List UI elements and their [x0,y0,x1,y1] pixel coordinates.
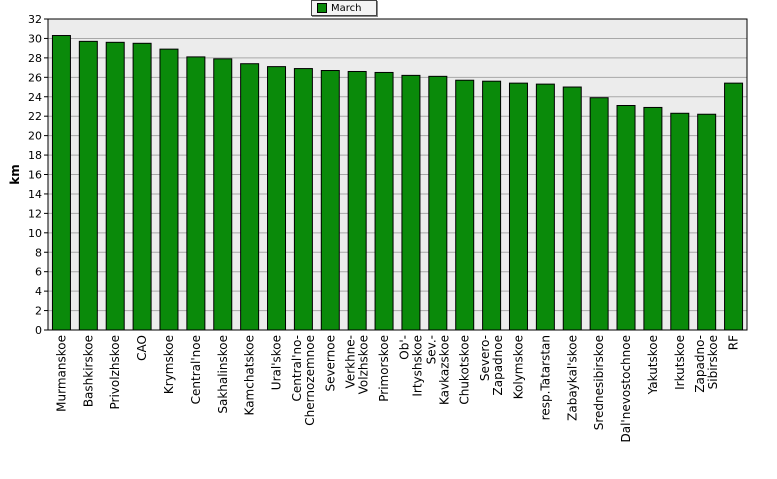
legend-swatch-march [317,3,327,13]
y-tick-label: 12 [28,207,42,220]
x-tick-label: Dal'nevostochnoe [619,335,633,443]
bar [697,113,717,331]
x-tick-label: Sev.-Kavkazskoe [424,335,451,405]
x-tick-label: Verkhne-Volzhskoe [344,335,371,394]
x-tick-label: Yakutskoe [646,335,660,395]
bar [482,80,502,331]
x-tick-label: Bashkirskoe [81,335,95,407]
x-tick-label: Ural'skoe [270,335,284,390]
x-tick-label: Krymskoe [162,335,176,394]
y-tick-label: 26 [28,71,42,84]
bar [374,71,394,331]
y-tick-label: 16 [28,169,42,182]
y-tick-label: 6 [35,266,42,279]
bar [132,42,152,331]
x-tick-label: CAO [135,335,149,361]
bar [455,79,475,331]
bar [105,41,125,331]
y-tick-label: 30 [28,32,42,45]
y-tick-label: 22 [28,110,42,123]
x-tick-label: resp.Tatarstan [538,335,552,420]
legend: March [311,0,377,16]
legend-label-march: March [331,2,362,14]
x-tick-label: Privolzhskoe [108,335,122,409]
bar [51,35,71,331]
x-tick-label: Kolymskoe [511,335,525,399]
bar [267,66,287,331]
bar [643,106,663,331]
y-tick-label: 2 [35,305,42,318]
y-tick-label: 4 [35,285,42,298]
bar [320,70,340,331]
x-tick-label: Chukotskoe [458,335,472,405]
y-tick-label: 32 [28,13,42,26]
y-tick-label: 8 [35,246,42,259]
bar [240,63,260,331]
x-tick-label: Zabaykal'skoe [565,335,579,421]
y-tick-label: 10 [28,227,42,240]
bar [78,40,98,331]
bar [347,70,367,331]
bar [428,75,448,331]
x-tick-label: Ob'-Irtyshskoe [397,335,424,397]
bar [724,82,744,331]
x-tick-label: Murmanskoe [54,335,68,412]
x-tick-label: Kamchatskoe [243,335,257,415]
bar [213,58,233,331]
bar [293,68,313,331]
x-tick-label: Sakhalinskoe [216,335,230,414]
y-tick-label: 24 [28,91,42,104]
bar [562,86,582,331]
bar [589,97,609,331]
x-tick-label: Severnoe [323,335,337,392]
x-tick-label: Central'noe [189,335,203,404]
x-tick-label: Irkutskoe [673,335,687,390]
bar [670,112,690,331]
x-tick-label: Central'no-Chernozemnoe [290,335,317,426]
y-tick-label: 18 [28,149,42,162]
bar [159,48,179,331]
y-tick-label: 0 [35,324,42,337]
x-tick-label: Srednesibirskoe [592,335,606,430]
bar [186,56,206,331]
bar [535,83,555,331]
x-tick-label: Zapadno-Sibirskoe [693,335,720,393]
y-axis-label: km [8,164,22,184]
bar [401,74,421,331]
x-tick-label: RF [727,335,741,350]
y-tick-label: 28 [28,52,42,65]
bar [616,105,636,331]
y-tick-label: 20 [28,130,42,143]
x-tick-label: Severo-Zapadnoe [478,335,505,396]
bar [508,82,528,331]
x-tick-label: Primorskoe [377,335,391,402]
y-tick-label: 14 [28,188,42,201]
